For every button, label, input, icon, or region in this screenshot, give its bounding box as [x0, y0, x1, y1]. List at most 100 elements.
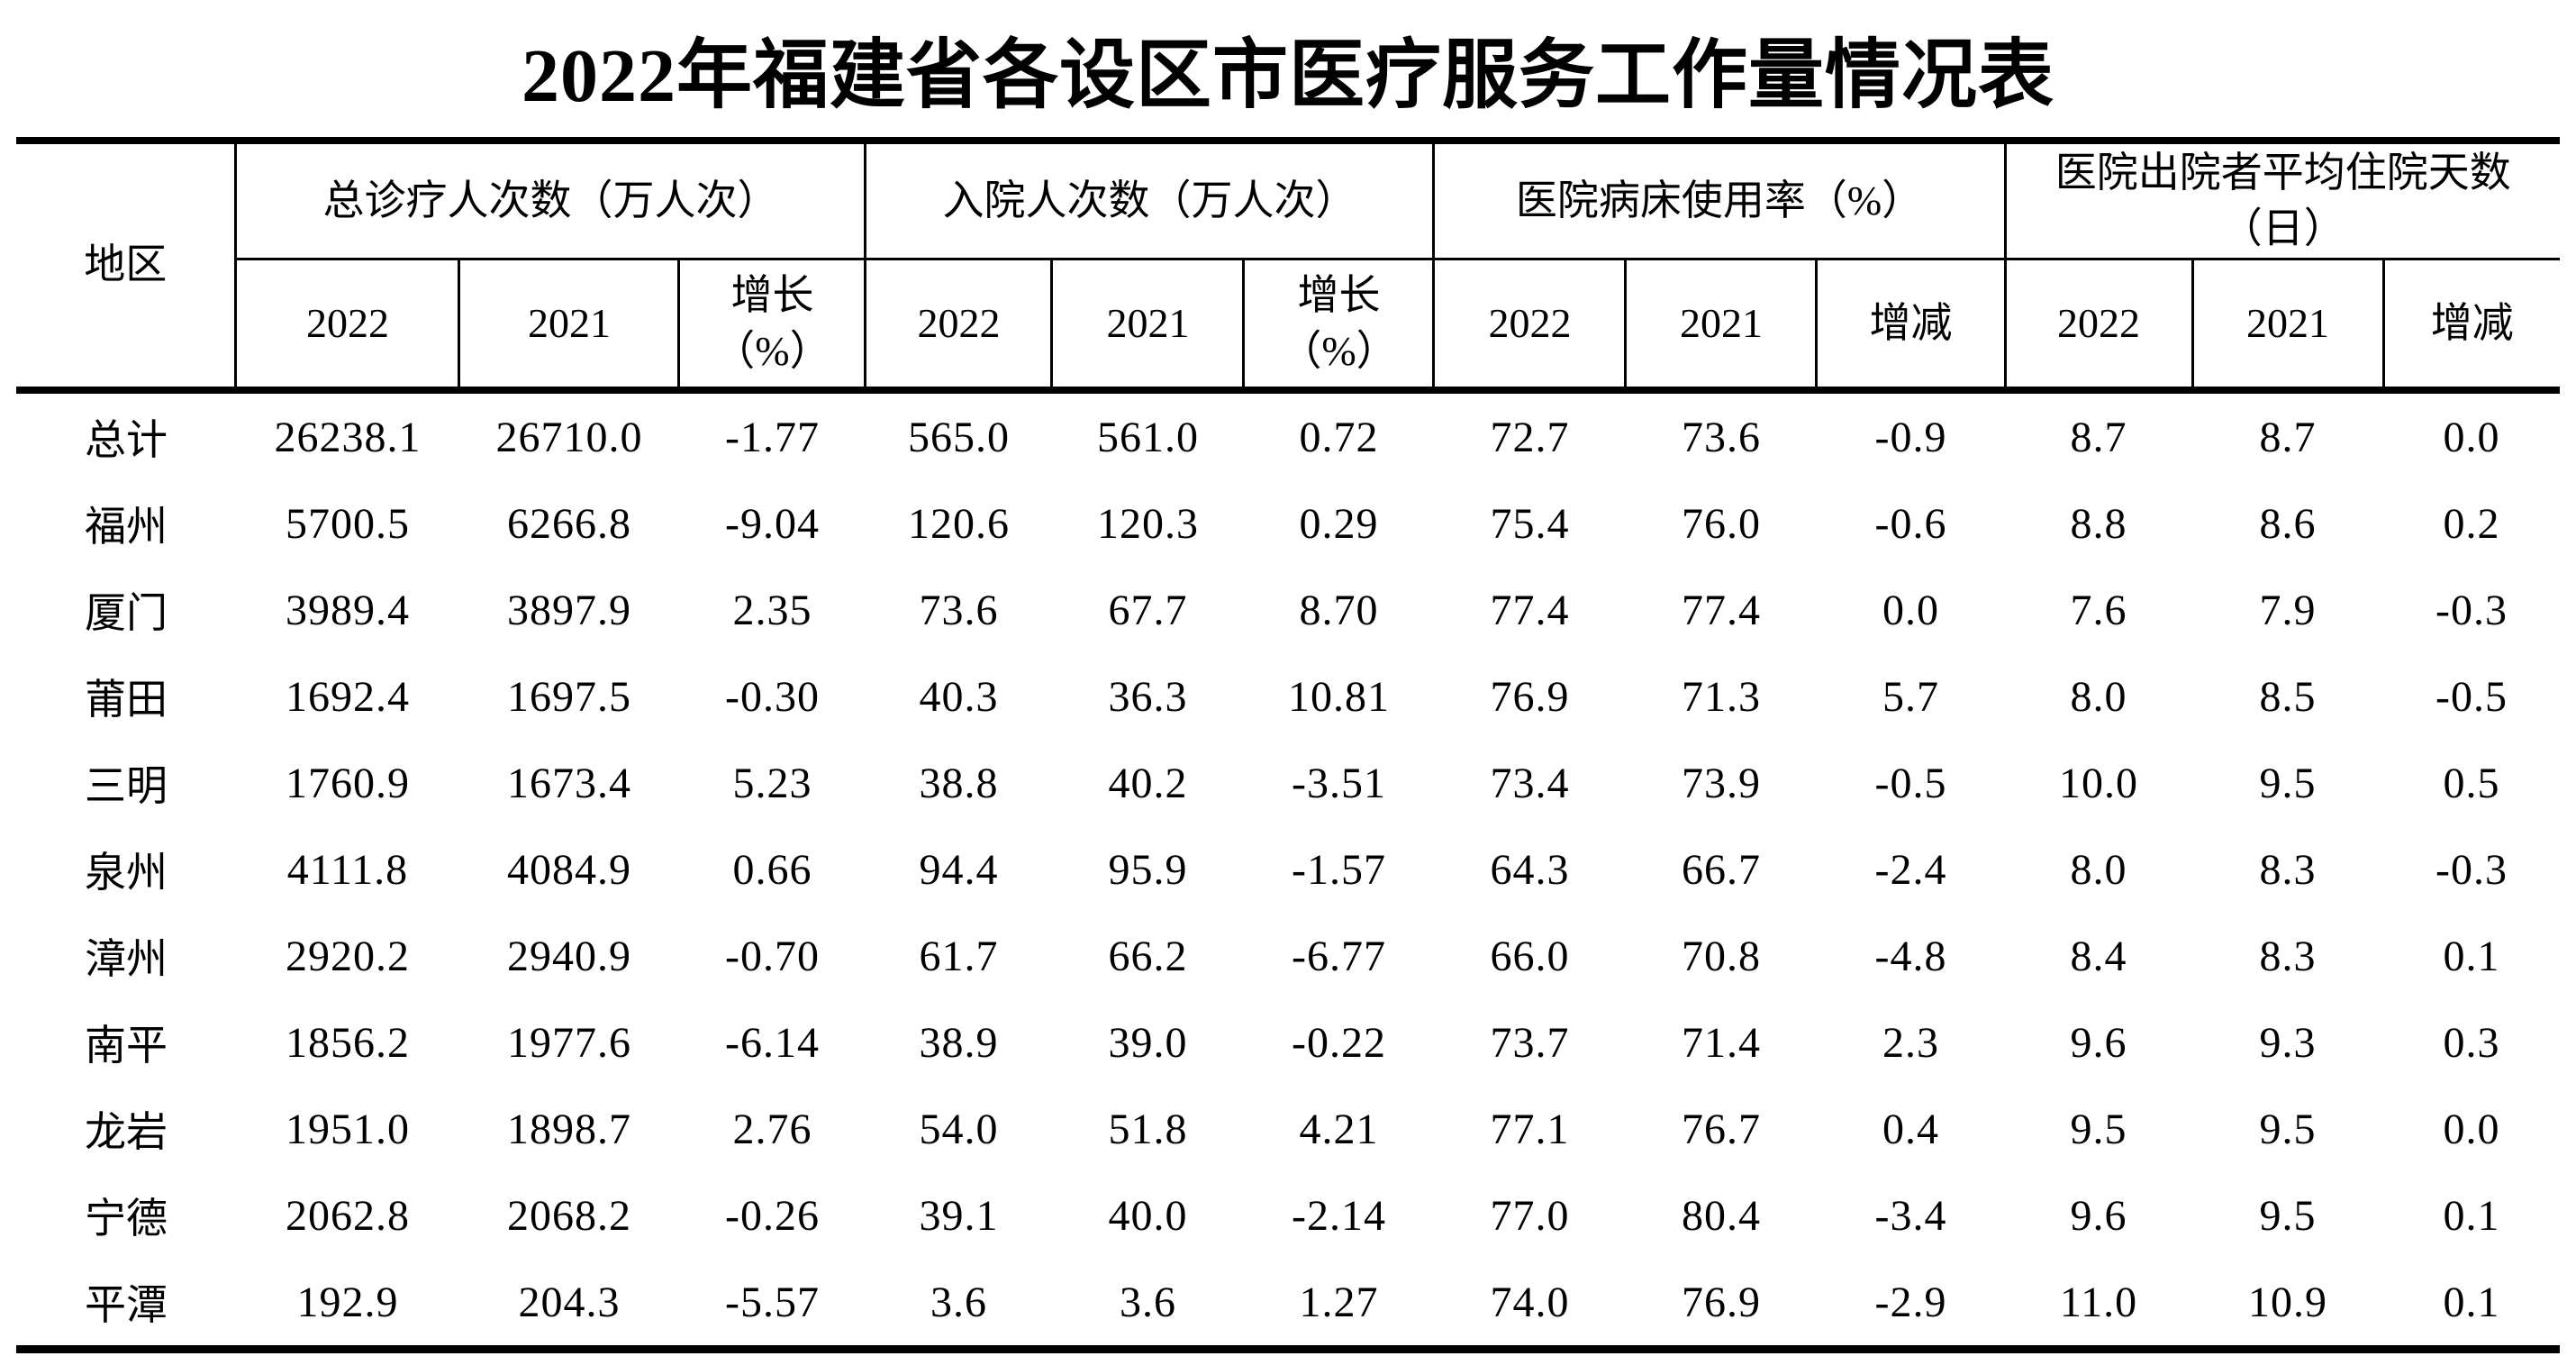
value-cell: 8.0	[2070, 672, 2127, 721]
page-title: 2022年福建省各设区市医疗服务工作量情况表	[521, 33, 2054, 118]
region-cell: 三明	[84, 763, 168, 809]
value-cell: 80.4	[1681, 1191, 1761, 1240]
value-cell: 3989.4	[285, 586, 410, 634]
value-cell: 8.6	[2259, 499, 2317, 548]
value-cell: 0.72	[1299, 413, 1379, 461]
value-cell: 71.4	[1681, 1018, 1761, 1067]
value-cell: 7.6	[2070, 586, 2127, 634]
value-cell: 1898.7	[506, 1105, 631, 1153]
region-cell: 莆田	[84, 677, 168, 723]
value-cell: 77.4	[1490, 586, 1570, 634]
value-cell: 8.5	[2259, 672, 2317, 721]
value-cell: -6.14	[724, 1018, 820, 1067]
value-cell: 51.8	[1108, 1105, 1188, 1153]
region-cell: 南平	[84, 1023, 168, 1069]
value-cell: 4111.8	[286, 845, 409, 894]
value-cell: 38.9	[919, 1018, 999, 1067]
region-column-header: 地区	[15, 141, 238, 394]
value-cell: -0.22	[1291, 1018, 1386, 1067]
table-row-zhangzhou: 漳州 2920.2 2940.9 -0.70 61.7 66.2 -6.77 6…	[16, 913, 2560, 999]
region-cell: 龙岩	[84, 1109, 168, 1155]
subheader-stay-2021: 2021	[2191, 259, 2385, 394]
value-cell: 4084.9	[506, 845, 631, 894]
region-cell: 平潭	[84, 1282, 168, 1328]
value-cell: 2068.2	[506, 1191, 631, 1240]
value-cell: 66.0	[1490, 932, 1570, 980]
value-cell: 73.4	[1490, 759, 1570, 807]
value-cell: 39.0	[1108, 1018, 1188, 1067]
value-cell: 76.9	[1681, 1278, 1761, 1326]
value-cell: 10.0	[2059, 759, 2139, 807]
table-header: 地区 总诊疗人次数（万人次） 入院人次数（万人次） 医院病床使用率（%） 医院出…	[15, 141, 2561, 394]
value-cell: 0.1	[2443, 932, 2500, 980]
table-row-sanming: 三明 1760.9 1673.4 5.23 38.8 40.2 -3.51 73…	[16, 740, 2560, 826]
subheader-bed-2022: 2022	[1432, 259, 1628, 394]
table-row-ningde: 宁德 2062.8 2068.2 -0.26 39.1 40.0 -2.14 7…	[16, 1172, 2560, 1259]
value-cell: 2.3	[1882, 1018, 1939, 1067]
table-row-total: 总计 26238.1 26710.0 -1.77 565.0 561.0 0.7…	[16, 390, 2560, 480]
value-cell: 5.7	[1882, 672, 1939, 721]
value-cell: 8.3	[2259, 845, 2317, 894]
value-cell: 3.6	[1119, 1278, 1176, 1326]
value-cell: 10.9	[2248, 1278, 2328, 1326]
value-cell: 1951.0	[285, 1105, 410, 1153]
value-cell: 72.7	[1490, 413, 1570, 461]
region-cell: 福州	[84, 504, 168, 550]
value-cell: -0.5	[2435, 672, 2508, 721]
value-cell: 8.7	[2070, 413, 2127, 461]
table-row-longyan: 龙岩 1951.0 1898.7 2.76 54.0 51.8 4.21 77.…	[16, 1086, 2560, 1172]
value-cell: 67.7	[1108, 586, 1188, 634]
value-cell: 204.3	[518, 1278, 621, 1326]
value-cell: -2.14	[1291, 1191, 1386, 1240]
value-cell: 71.3	[1681, 672, 1761, 721]
value-cell: -2.4	[1874, 845, 1947, 894]
value-cell: 75.4	[1490, 499, 1570, 548]
value-cell: 0.1	[2443, 1191, 2500, 1240]
value-cell: 9.6	[2070, 1018, 2127, 1067]
value-cell: -3.4	[1874, 1191, 1947, 1240]
value-cell: 0.0	[1882, 586, 1939, 634]
value-cell: 66.2	[1108, 932, 1188, 980]
subheader-stay-change: 增减	[2381, 259, 2561, 394]
value-cell: -0.9	[1874, 413, 1947, 461]
table-row-fuzhou: 福州 5700.5 6266.8 -9.04 120.6 120.3 0.29 …	[16, 480, 2560, 567]
value-cell: -0.3	[2435, 845, 2508, 894]
value-cell: -1.57	[1291, 845, 1386, 894]
value-cell: 40.0	[1108, 1191, 1188, 1240]
group-header-row: 地区 总诊疗人次数（万人次） 入院人次数（万人次） 医院病床使用率（%） 医院出…	[15, 141, 2561, 394]
value-cell: -2.9	[1874, 1278, 1947, 1326]
value-cell: -0.30	[724, 672, 820, 721]
value-cell: 73.6	[919, 586, 999, 634]
value-cell: 8.4	[2070, 932, 2127, 980]
subheader-admissions-growth: 增长 （%）	[1242, 259, 1436, 394]
value-cell: 1977.6	[506, 1018, 631, 1067]
value-cell: 9.6	[2070, 1191, 2127, 1240]
value-cell: 26238.1	[274, 413, 422, 461]
value-cell: 5.23	[732, 759, 812, 807]
value-cell: -0.70	[724, 932, 820, 980]
value-cell: 94.4	[919, 845, 999, 894]
value-cell: 0.5	[2443, 759, 2500, 807]
value-cell: 54.0	[919, 1105, 999, 1153]
value-cell: 8.7	[2259, 413, 2317, 461]
value-cell: 2920.2	[285, 932, 410, 980]
subheader-visits-2022: 2022	[234, 259, 461, 394]
region-cell: 宁德	[84, 1196, 168, 1242]
group-header-bed-utilization: 医院病床使用率（%）	[1432, 141, 2007, 260]
value-cell: 11.0	[2059, 1278, 2138, 1326]
value-cell: 2.35	[732, 586, 812, 634]
subheader-admissions-2022: 2022	[864, 259, 1054, 394]
value-cell: 4.21	[1299, 1105, 1379, 1153]
table-row-xiamen: 厦门 3989.4 3897.9 2.35 73.6 67.7 8.70 77.…	[16, 567, 2560, 653]
value-cell: 9.3	[2259, 1018, 2317, 1067]
table-body: 总计 26238.1 26710.0 -1.77 565.0 561.0 0.7…	[16, 390, 2560, 1350]
subheader-admissions-2021: 2021	[1050, 259, 1246, 394]
value-cell: 9.5	[2259, 1191, 2317, 1240]
value-cell: 61.7	[919, 932, 999, 980]
subheader-bed-2021: 2021	[1624, 259, 1819, 394]
value-cell: -0.5	[1874, 759, 1947, 807]
table-row-putian: 莆田 1692.4 1697.5 -0.30 40.3 36.3 10.81 7…	[16, 653, 2560, 740]
value-cell: 561.0	[1096, 413, 1199, 461]
value-cell: 120.3	[1096, 499, 1199, 548]
value-cell: 76.9	[1490, 672, 1570, 721]
